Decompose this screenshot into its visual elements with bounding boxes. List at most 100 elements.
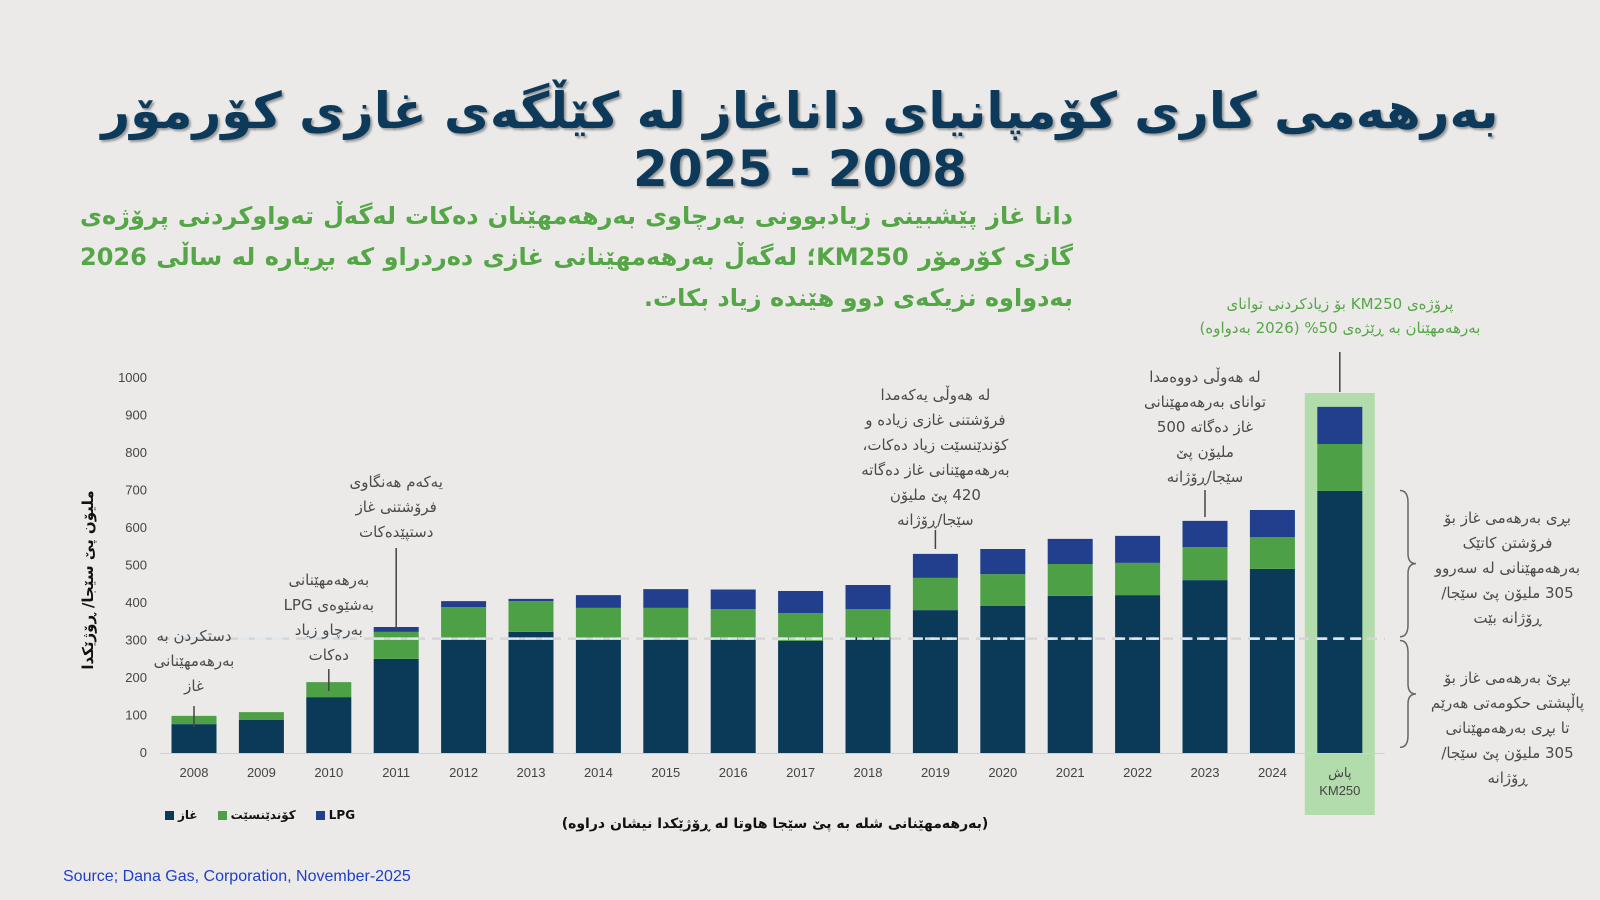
- brace-note-line: بڕێ بەرهەمی غاز بۆ: [1444, 669, 1571, 687]
- bar-lpg-3: [373, 627, 419, 632]
- bar-condensate-13: [1047, 564, 1093, 596]
- x-tick-label: 2012: [449, 765, 478, 780]
- legend-swatch-lpg: [315, 810, 325, 820]
- bar-condensate-9: [778, 613, 824, 641]
- annotation-line: بەرهەمهێنانی غاز دەگاتە: [861, 461, 1010, 479]
- bar-gas-3: [373, 658, 419, 753]
- y-tick-label: 200: [125, 670, 147, 685]
- annotation-2008: دستکردن بە بەرهەمهێنانی غاز: [129, 624, 259, 699]
- bar-gas-5: [508, 631, 554, 753]
- bar-condensate-15: [1182, 547, 1228, 581]
- annotation-line: ملیۆن پێ: [1176, 443, 1234, 461]
- brace-note-line: ڕۆژانە: [1487, 769, 1528, 787]
- annotation-line: یەکەم هەنگاوی: [349, 473, 443, 491]
- bar-lpg-13: [1047, 538, 1093, 564]
- bar-gas-15: [1182, 580, 1228, 753]
- brace-note-upper: بڕی بەرهەمی غاز بۆ فرۆشتن کاتێک بەرهەمهێنا…: [1420, 506, 1595, 631]
- bar-gas-8: [710, 637, 756, 753]
- legend-swatch-condensate: [217, 810, 227, 820]
- brace-note-lower: بڕێ بەرهەمی غاز بۆ پاڵپشتی حکومەتی هەرێم ت…: [1420, 666, 1595, 791]
- annotation-line: لە هەوڵی دووەمدا: [1149, 368, 1261, 386]
- bar-condensate-12: [980, 574, 1026, 606]
- annotation-line: غاز: [184, 677, 204, 695]
- bar-gas-0: [171, 724, 217, 753]
- x-tick-label: 2017: [786, 765, 815, 780]
- y-tick-label: 800: [125, 445, 147, 460]
- brace-note-line: 305 ملیۆن پێ سێجا/: [1441, 584, 1574, 602]
- annotation-line: دەکات: [308, 646, 349, 664]
- bar-lpg-5: [508, 598, 554, 602]
- bar-gas-13: [1047, 595, 1093, 753]
- annotation-line: بەرچاو زیاد: [294, 621, 363, 639]
- bar-condensate-6: [575, 607, 621, 638]
- x-tick-label: 2016: [719, 765, 748, 780]
- km250-note-line: پرۆژەی KM250 بۆ زیادکردنی توانای: [1226, 295, 1454, 313]
- y-tick-label: 700: [125, 483, 147, 498]
- legend-condensate: کۆندێنسێت: [217, 808, 296, 822]
- annotation-line: توانای بەرهەمهێنانی: [1143, 393, 1266, 411]
- annotation-2011: یەکەم هەنگاوی فرۆشتنی غاز دستپێدەکات: [326, 470, 466, 545]
- x-tick-label: 2014: [584, 765, 613, 780]
- x-tick-label: 2022: [1123, 765, 1152, 780]
- bar-lpg-7: [643, 589, 689, 608]
- bar-gas-2: [306, 697, 352, 753]
- x-tick-label: 2011: [382, 765, 410, 780]
- brace-note-line: 305 ملیۆن پێ سێجا/: [1441, 744, 1574, 762]
- bar-condensate-17: [1317, 444, 1363, 491]
- x-tick-label: 2020: [988, 765, 1017, 780]
- bar-gas-10: [845, 637, 891, 753]
- legend: غاز کۆندێنسێت LPG: [165, 808, 369, 822]
- bar-condensate-3: [373, 631, 419, 659]
- bar-gas-16: [1249, 568, 1295, 753]
- x-tick-label: 2023: [1191, 765, 1220, 780]
- brace-note-line: ڕۆژانە بێت: [1473, 609, 1542, 627]
- bar-condensate-4: [441, 607, 487, 638]
- annotation-line: بەشێوەی LPG: [283, 596, 375, 614]
- x-tick-label: 2019: [921, 765, 950, 780]
- legend-label-lpg: LPG: [328, 808, 356, 822]
- bar-condensate-10: [845, 609, 891, 638]
- x-tick-label: KM250: [1319, 783, 1360, 798]
- bar-lpg-16: [1249, 510, 1295, 537]
- annotation-line: بەرهەمهێنانی: [153, 652, 235, 670]
- legend-label-condensate: کۆندێنسێت: [230, 808, 296, 822]
- bar-condensate-16: [1249, 537, 1295, 569]
- bar-gas-9: [778, 640, 824, 753]
- x-tick-label: 2009: [247, 765, 276, 780]
- annotation-line: فرۆشتنی غاز: [355, 498, 437, 516]
- bar-condensate-7: [643, 607, 689, 638]
- km250-note-line: بەرهەمهێنان بە ڕێژەی 50% (2026 بەدواوە): [1199, 319, 1481, 337]
- x-tick-label: 2018: [854, 765, 883, 780]
- x-tick-label: 2024: [1258, 765, 1287, 780]
- brace-note-line: بەرهەمهێنانی لە سەروو: [1434, 559, 1581, 577]
- annotation-line: غاز دەگاتە 500: [1156, 418, 1254, 436]
- bar-condensate-14: [1115, 562, 1161, 596]
- km250-note: پرۆژەی KM250 بۆ زیادکردنی توانای بەرهەمه…: [1160, 292, 1520, 340]
- annotation-2023: لە هەوڵی دووەمدا توانای بەرهەمهێنانی غاز د…: [1115, 365, 1295, 490]
- legend-lpg: LPG: [315, 808, 356, 822]
- brace-lower: [1399, 639, 1417, 749]
- bar-gas-11: [912, 610, 958, 753]
- source-note: Source; Dana Gas, Corporation, November-…: [63, 868, 411, 885]
- bar-lpg-15: [1182, 520, 1228, 548]
- annotation-line: 420 پێ ملیۆن: [889, 486, 981, 504]
- x-tick-label: 2021: [1056, 765, 1085, 780]
- bar-condensate-11: [912, 577, 958, 611]
- y-tick-label: 600: [125, 520, 147, 535]
- x-tick-label: 2010: [314, 765, 343, 780]
- annotation-line: لە هەوڵی یەکەمدا: [880, 386, 991, 404]
- bar-gas-17: [1317, 490, 1363, 753]
- bar-lpg-14: [1115, 535, 1161, 563]
- brace-note-line: فرۆشتن کاتێک: [1462, 534, 1553, 552]
- y-tick-label: 300: [125, 633, 147, 648]
- brace-note-line: پاڵپشتی حکومەتی هەرێم: [1430, 694, 1585, 712]
- legend-swatch-gas: [165, 810, 174, 820]
- brace-upper: [1399, 489, 1417, 638]
- y-tick-label: 400: [125, 595, 147, 610]
- legend-gas: غاز: [165, 808, 198, 822]
- annotation-line: فرۆشتنی غازی زیادە و: [865, 411, 1006, 429]
- bar-gas-14: [1115, 595, 1161, 753]
- bar-condensate-8: [710, 609, 756, 638]
- bar-lpg-4: [441, 601, 487, 608]
- y-tick-label: 500: [125, 558, 147, 573]
